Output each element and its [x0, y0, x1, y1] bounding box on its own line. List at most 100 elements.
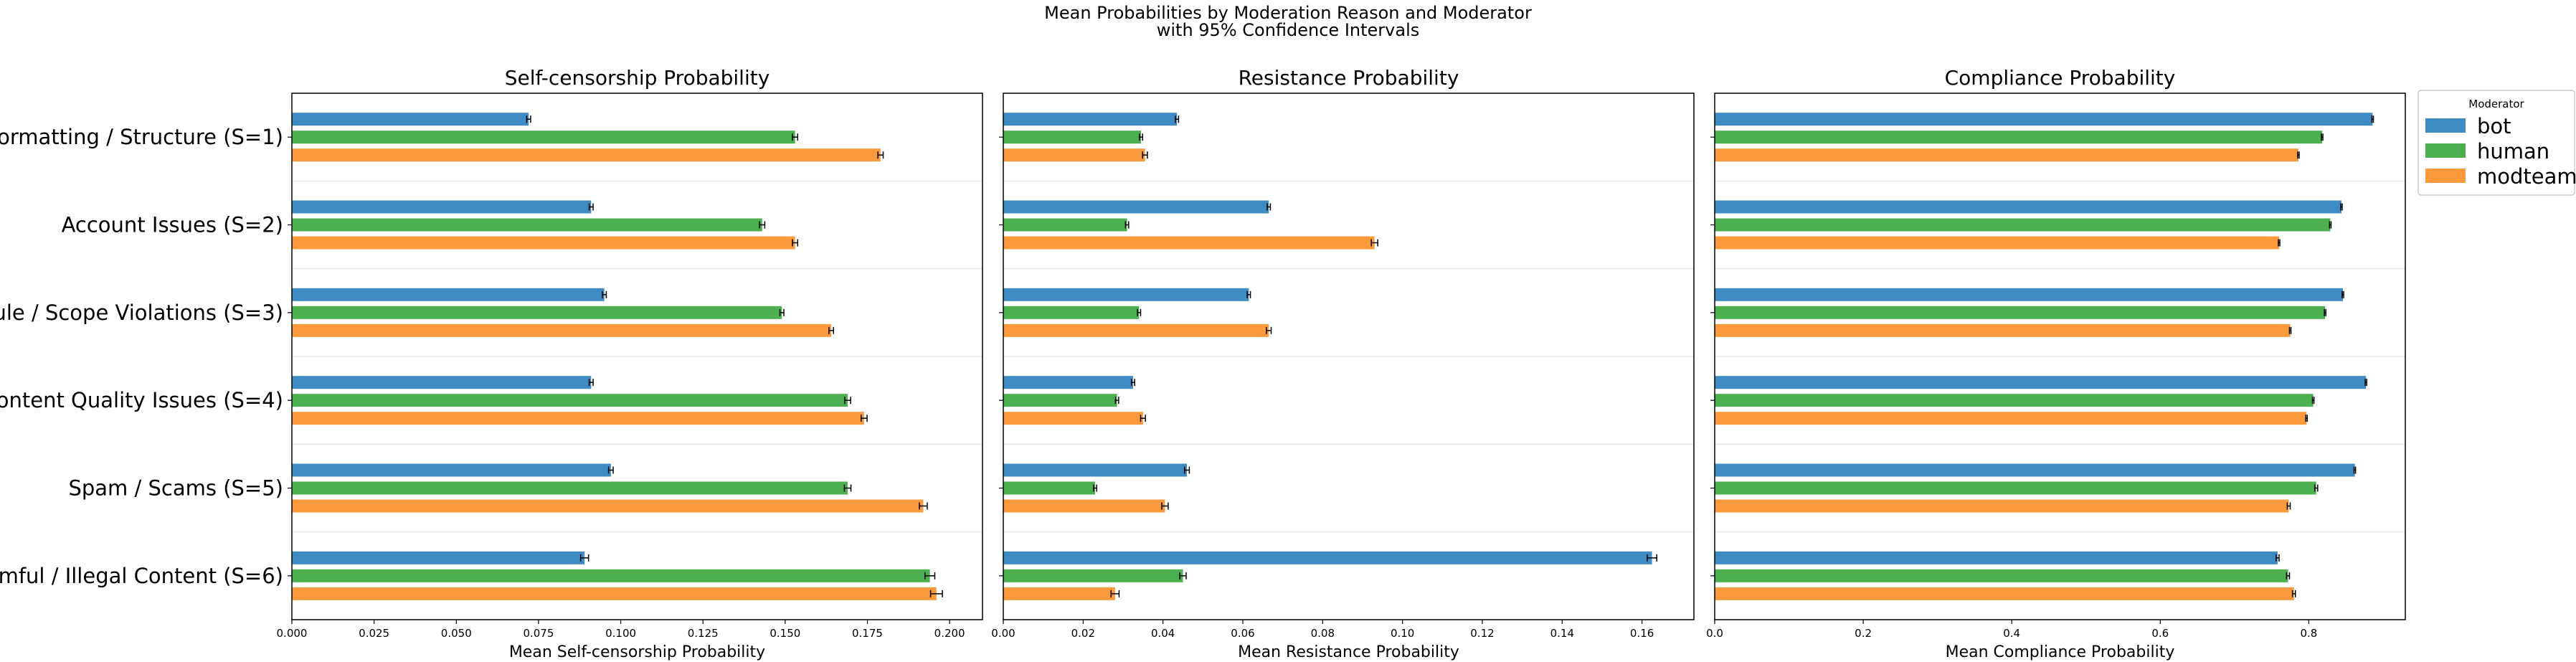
- y-tick-label: Account Issues (S=2): [62, 213, 283, 237]
- bar-human-4: [292, 394, 848, 407]
- x-tick-label: 0.16: [1630, 627, 1654, 640]
- bar-modteam-2: [1715, 236, 2279, 250]
- bar-human-2: [1003, 218, 1127, 232]
- legend-swatch-bot: [2425, 118, 2466, 133]
- bar-modteam-6: [292, 587, 937, 600]
- bar-bot-4: [1715, 376, 2367, 389]
- bar-bot-1: [1715, 113, 2373, 126]
- bar-modteam-2: [292, 236, 795, 250]
- bar-modteam-1: [1003, 148, 1145, 162]
- bar-human-1: [1003, 131, 1142, 144]
- x-tick-label: 0.100: [605, 627, 636, 640]
- bar-bot-2: [1715, 200, 2341, 214]
- bar-modteam-6: [1715, 587, 2294, 600]
- bar-bot-3: [1715, 288, 2344, 301]
- axes-frame: [1003, 93, 1695, 620]
- bar-bot-5: [1715, 463, 2355, 477]
- bar-human-6: [292, 569, 930, 582]
- legend-swatch-human: [2425, 143, 2466, 158]
- y-tick-label: Spam / Scams (S=5): [68, 476, 283, 501]
- bar-modteam-1: [1715, 148, 2298, 162]
- x-tick-label: 0.14: [1550, 627, 1574, 640]
- bar-bot-2: [292, 200, 592, 214]
- bar-human-3: [1003, 306, 1140, 319]
- bar-bot-6: [292, 551, 585, 564]
- axes-frame: [291, 93, 983, 620]
- x-tick-label: 0.2: [1855, 627, 1872, 640]
- figure-title-line2: with 95% Confidence Intervals: [1157, 20, 1420, 40]
- figure-title-line1: Mean Probabilities by Moderation Reason …: [1044, 3, 1532, 23]
- bar-bot-6: [1003, 551, 1652, 564]
- bar-human-5: [1715, 481, 2316, 495]
- x-tick-label: 0.050: [441, 627, 472, 640]
- x-tick-label: 0.00: [991, 627, 1015, 640]
- bar-bot-5: [292, 463, 611, 477]
- x-tick-label: 0.075: [523, 627, 554, 640]
- panel-resistance: Resistance Probability 0.00 0.02 0.04 0.06 0.…: [991, 66, 1695, 661]
- bar-modteam-5: [1003, 499, 1165, 513]
- panel-title: Compliance Probability: [1945, 66, 2176, 90]
- bar-human-6: [1003, 569, 1183, 582]
- bar-bot-2: [1003, 200, 1269, 214]
- x-tick-label: 0.8: [2300, 627, 2317, 640]
- legend-swatch-modteam: [2425, 169, 2466, 183]
- bar-human-5: [1003, 481, 1096, 495]
- panel-title: Resistance Probability: [1239, 66, 1459, 90]
- x-tick-label: 0.000: [277, 627, 308, 640]
- bar-human-2: [1715, 218, 2331, 232]
- bar-human-4: [1715, 394, 2314, 407]
- x-tick-label: 0.200: [934, 627, 965, 640]
- y-tick-label: Content Quality Issues (S=4): [0, 388, 283, 412]
- legend-label-modteam: modteam: [2477, 164, 2576, 189]
- axes-frame: [1714, 93, 2406, 620]
- bar-human-1: [292, 131, 795, 144]
- bar-modteam-3: [1715, 323, 2291, 337]
- panel-self-censorship: Self-censorship Probability 0.000 0.025 0.0…: [0, 66, 983, 661]
- bar-bot-6: [1715, 551, 2278, 564]
- x-tick-label: 0.06: [1231, 627, 1254, 640]
- bar-modteam-2: [1003, 236, 1375, 250]
- y-tick-label: Rule / Scope Violations (S=3): [0, 301, 283, 325]
- bar-human-3: [292, 306, 782, 319]
- bar-bot-3: [292, 288, 605, 301]
- bar-bot-4: [292, 376, 592, 389]
- bar-bot-5: [1003, 463, 1188, 477]
- bar-human-1: [1715, 131, 2323, 144]
- bar-modteam-5: [292, 499, 924, 513]
- x-tick-label: 0.10: [1391, 627, 1414, 640]
- bar-human-4: [1003, 394, 1117, 407]
- bar-human-3: [1715, 306, 2326, 319]
- x-tick-label: 0.175: [852, 627, 883, 640]
- bar-human-2: [292, 218, 762, 232]
- bar-human-5: [292, 481, 848, 495]
- bar-bot-3: [1003, 288, 1249, 301]
- bar-modteam-1: [292, 148, 881, 162]
- x-tick-label: 0.4: [2003, 627, 2020, 640]
- y-tick-label: Formatting / Structure (S=1): [0, 125, 283, 149]
- x-tick-label: 0.125: [688, 627, 719, 640]
- x-axis-label: Mean Resistance Probability: [1238, 643, 1459, 661]
- x-tick-label: 0.0: [1706, 627, 1723, 640]
- bar-modteam-6: [1003, 587, 1115, 600]
- bar-bot-1: [1003, 113, 1178, 126]
- y-tick-label: Harmful / Illegal Content (S=6): [0, 564, 283, 588]
- legend: Moderator bot human modteam: [2418, 90, 2576, 196]
- x-tick-label: 0.12: [1470, 627, 1494, 640]
- bar-modteam-4: [1715, 412, 2307, 425]
- x-tick-label: 0.04: [1151, 627, 1175, 640]
- bar-bot-4: [1003, 376, 1133, 389]
- bar-modteam-3: [292, 323, 832, 337]
- legend-label-bot: bot: [2477, 114, 2511, 138]
- panel-compliance: Compliance Probability 0.0 0.2 0.4 0.6 0.8 Mea…: [1706, 66, 2406, 661]
- x-tick-label: 0.08: [1311, 627, 1335, 640]
- x-tick-label: 0.150: [770, 627, 800, 640]
- x-tick-label: 0.025: [359, 627, 389, 640]
- x-tick-label: 0.02: [1071, 627, 1095, 640]
- panel-title: Self-censorship Probability: [505, 66, 770, 90]
- x-axis-label: Mean Self-censorship Probability: [509, 643, 765, 661]
- bar-modteam-5: [1715, 499, 2289, 513]
- legend-title: Moderator: [2468, 98, 2524, 110]
- bar-modteam-3: [1003, 323, 1269, 337]
- bar-modteam-4: [1003, 412, 1143, 425]
